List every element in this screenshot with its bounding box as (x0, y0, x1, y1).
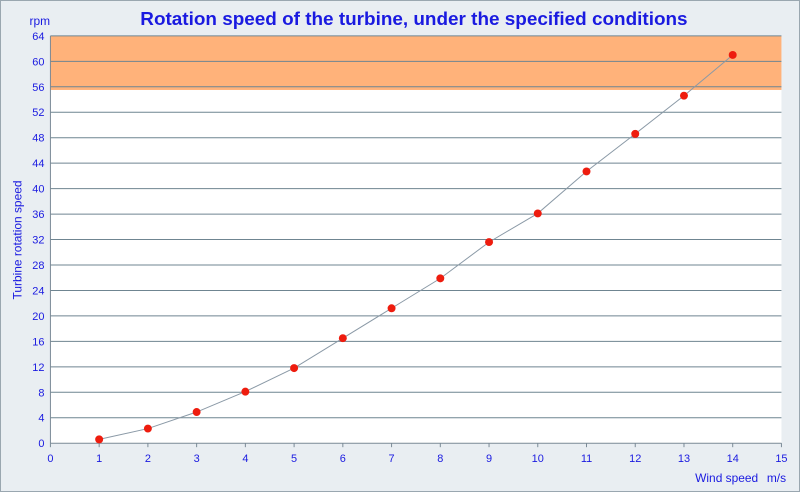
y-axis-label: Turbine rotation speed (11, 181, 25, 300)
y-tick-label: 52 (32, 107, 44, 119)
data-point (533, 209, 542, 218)
data-point (582, 167, 591, 176)
data-point (290, 364, 299, 373)
x-tick-label: 1 (96, 453, 102, 465)
y-tick-label: 32 (32, 235, 44, 247)
data-point (241, 387, 250, 396)
x-tick-label: 6 (340, 453, 346, 465)
y-tick-label: 48 (32, 133, 44, 145)
data-point (192, 408, 201, 416)
y-tick-label: 36 (32, 209, 44, 221)
chart-title: Rotation speed of the turbine, under the… (140, 9, 687, 30)
x-tick-label: 11 (581, 453, 592, 465)
y-tick-label: 40 (32, 184, 44, 196)
y-tick-label: 16 (32, 336, 44, 348)
x-tick-label: 14 (727, 453, 739, 465)
y-tick-label: 44 (32, 158, 44, 170)
y-tick-label: 20 (32, 311, 44, 323)
y-tick-label: 24 (32, 285, 44, 297)
y-tick-label: 28 (32, 260, 44, 272)
x-tick-label: 13 (678, 453, 690, 465)
highlight-band (50, 35, 782, 90)
y-tick-label: 4 (38, 413, 44, 425)
data-point (143, 424, 152, 433)
data-point (679, 91, 688, 100)
x-tick-label: 9 (486, 453, 492, 465)
y-tick-label: 8 (38, 387, 44, 399)
x-tick-label: 3 (194, 453, 200, 465)
y-tick-label: 56 (32, 82, 44, 94)
data-point (338, 334, 347, 343)
x-tick-label: 12 (629, 453, 641, 465)
x-tick-label: 8 (437, 453, 443, 465)
x-tick-label: 7 (389, 453, 395, 465)
x-tick-label: 2 (145, 453, 151, 465)
data-point (387, 304, 396, 313)
y-tick-label: 0 (38, 438, 44, 450)
data-point (436, 274, 445, 283)
x-axis-label: Wind speed (695, 471, 758, 485)
y-tick-label: 64 (32, 31, 44, 43)
x-tick-label: 5 (291, 453, 297, 465)
y-tick-label: 12 (32, 362, 44, 374)
data-point (631, 129, 640, 138)
y-axis-unit: rpm (30, 14, 51, 28)
x-axis-unit: m/s (767, 471, 786, 485)
x-tick-label: 0 (47, 453, 53, 465)
data-point (95, 435, 104, 444)
series-line (99, 54, 734, 440)
data-point (728, 50, 737, 59)
x-tick-label: 10 (532, 453, 544, 465)
data-point (485, 238, 494, 247)
x-tick-label: 4 (242, 453, 248, 465)
y-tick-label: 60 (32, 56, 44, 68)
x-tick-label: 15 (775, 453, 787, 465)
